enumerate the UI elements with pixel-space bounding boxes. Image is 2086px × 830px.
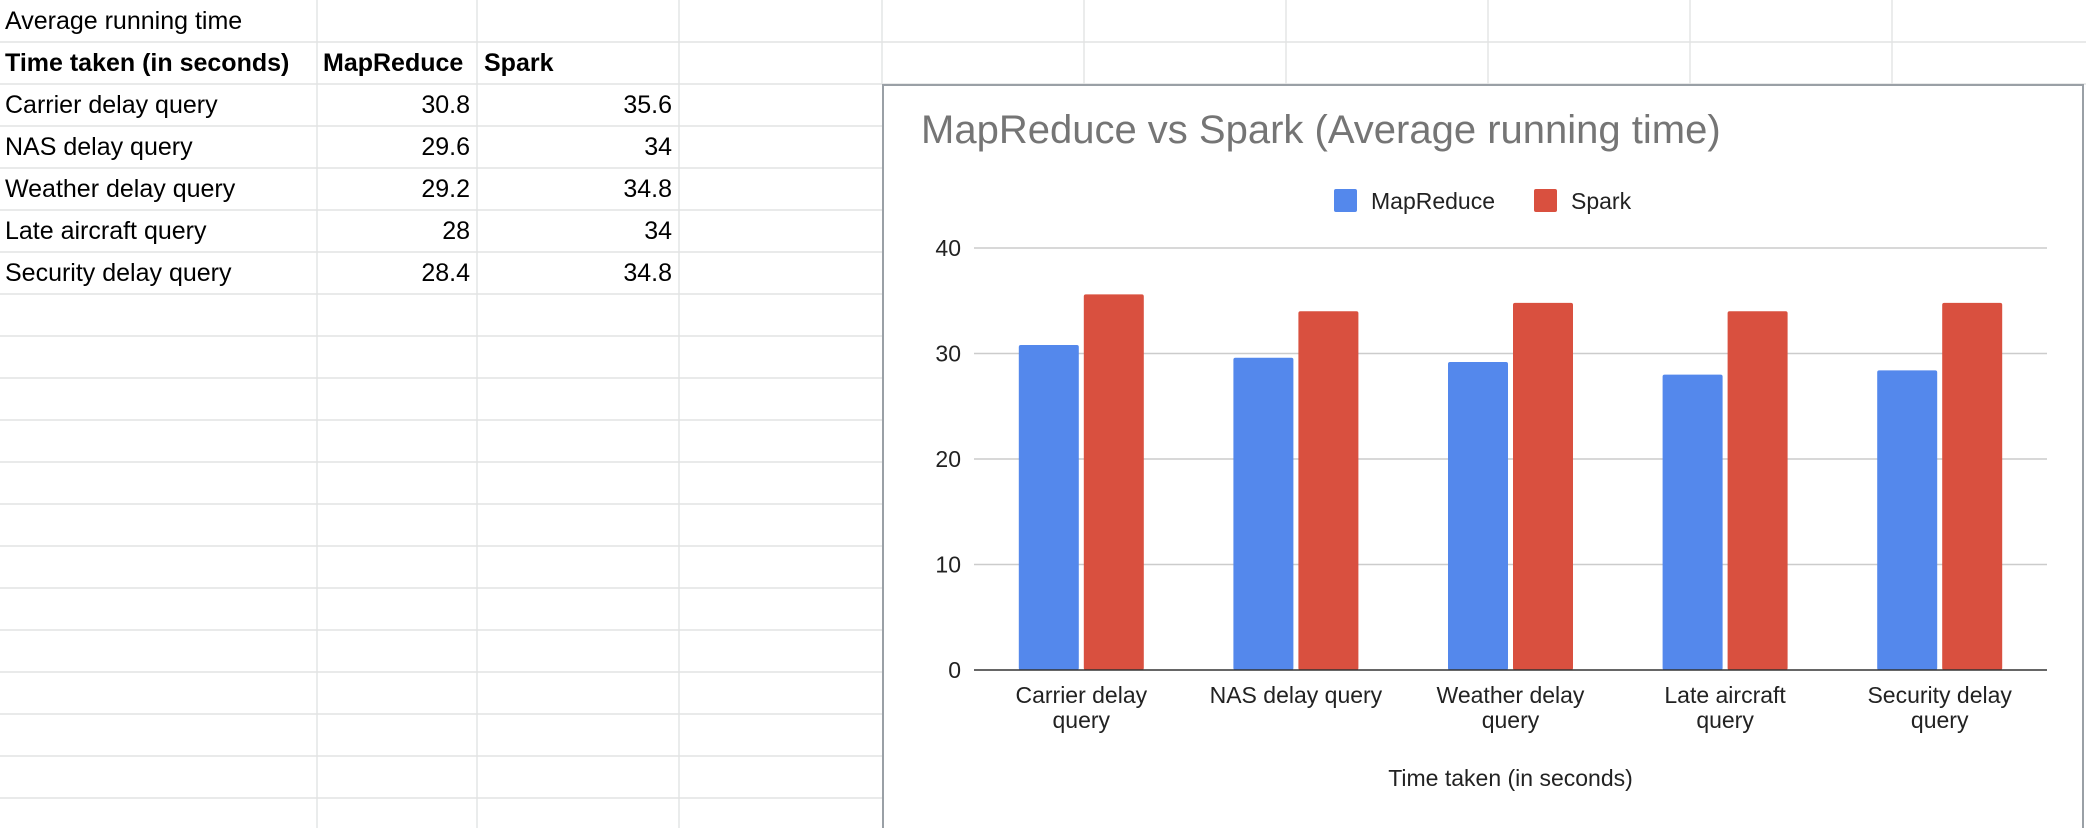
x-category-label: Late aircraft query — [1664, 682, 1786, 733]
chart-title: MapReduce vs Spark (Average running time… — [921, 108, 1721, 152]
y-tick-label: 10 — [935, 552, 961, 578]
bar-mapreduce[interactable] — [1662, 374, 1723, 670]
bar-spark[interactable] — [1083, 294, 1144, 670]
bar-mapreduce[interactable] — [1233, 357, 1294, 670]
mapreduce-value-cell[interactable]: 29.2 — [421, 175, 470, 203]
row-label-cell[interactable]: Weather delay query — [5, 175, 236, 203]
header-cell-spark[interactable]: Spark — [484, 49, 554, 77]
bar-mapreduce[interactable] — [1877, 370, 1938, 670]
row-label-cell[interactable]: NAS delay query — [5, 133, 193, 161]
mapreduce-value-cell[interactable]: 30.8 — [421, 91, 470, 119]
legend-label-spark: Spark — [1571, 188, 1632, 214]
x-category-label: Weather delay query — [1437, 682, 1585, 733]
spark-value-cell[interactable]: 35.6 — [623, 91, 672, 119]
y-tick-label: 0 — [948, 657, 961, 683]
x-category-label: Security delay query — [1867, 682, 2012, 733]
bar-spark[interactable] — [1942, 302, 2003, 670]
x-axis-title: Time taken (in seconds) — [1388, 765, 1633, 791]
y-tick-label: 20 — [935, 446, 961, 472]
header-cell-label[interactable]: Time taken (in seconds) — [5, 49, 290, 77]
spark-value-cell[interactable]: 34 — [644, 133, 672, 161]
bar-mapreduce[interactable] — [1448, 361, 1508, 670]
row-label-cell[interactable]: Late aircraft query — [5, 217, 207, 245]
spark-value-cell[interactable]: 34 — [644, 217, 672, 245]
spark-value-cell[interactable]: 34.8 — [623, 175, 672, 203]
legend-swatch-spark — [1534, 189, 1557, 212]
mapreduce-value-cell[interactable]: 29.6 — [421, 133, 470, 161]
bar-spark[interactable] — [1513, 302, 1573, 670]
spark-value-cell[interactable]: 34.8 — [623, 259, 672, 287]
legend-swatch-mapreduce — [1334, 189, 1357, 212]
row-label-cell[interactable]: Security delay query — [5, 259, 232, 287]
row-label-cell[interactable]: Carrier delay query — [5, 91, 218, 119]
bar-chart: MapReduce vs Spark (Average running time… — [921, 108, 2047, 791]
title-cell[interactable]: Average running time — [5, 7, 243, 35]
header-cell-mapreduce[interactable]: MapReduce — [323, 49, 464, 77]
y-tick-label: 30 — [935, 341, 961, 367]
mapreduce-value-cell[interactable]: 28 — [442, 217, 470, 245]
bar-spark[interactable] — [1298, 311, 1359, 670]
y-tick-label: 40 — [935, 235, 961, 261]
mapreduce-value-cell[interactable]: 28.4 — [421, 259, 470, 287]
x-category-label: Carrier delay query — [1015, 682, 1147, 733]
bar-mapreduce[interactable] — [1018, 345, 1079, 670]
x-category-label: NAS delay query — [1210, 682, 1383, 708]
bar-spark[interactable] — [1727, 311, 1788, 670]
legend-label-mapreduce: MapReduce — [1371, 188, 1495, 214]
chart-container[interactable]: MapReduce vs Spark (Average running time… — [882, 84, 2084, 828]
